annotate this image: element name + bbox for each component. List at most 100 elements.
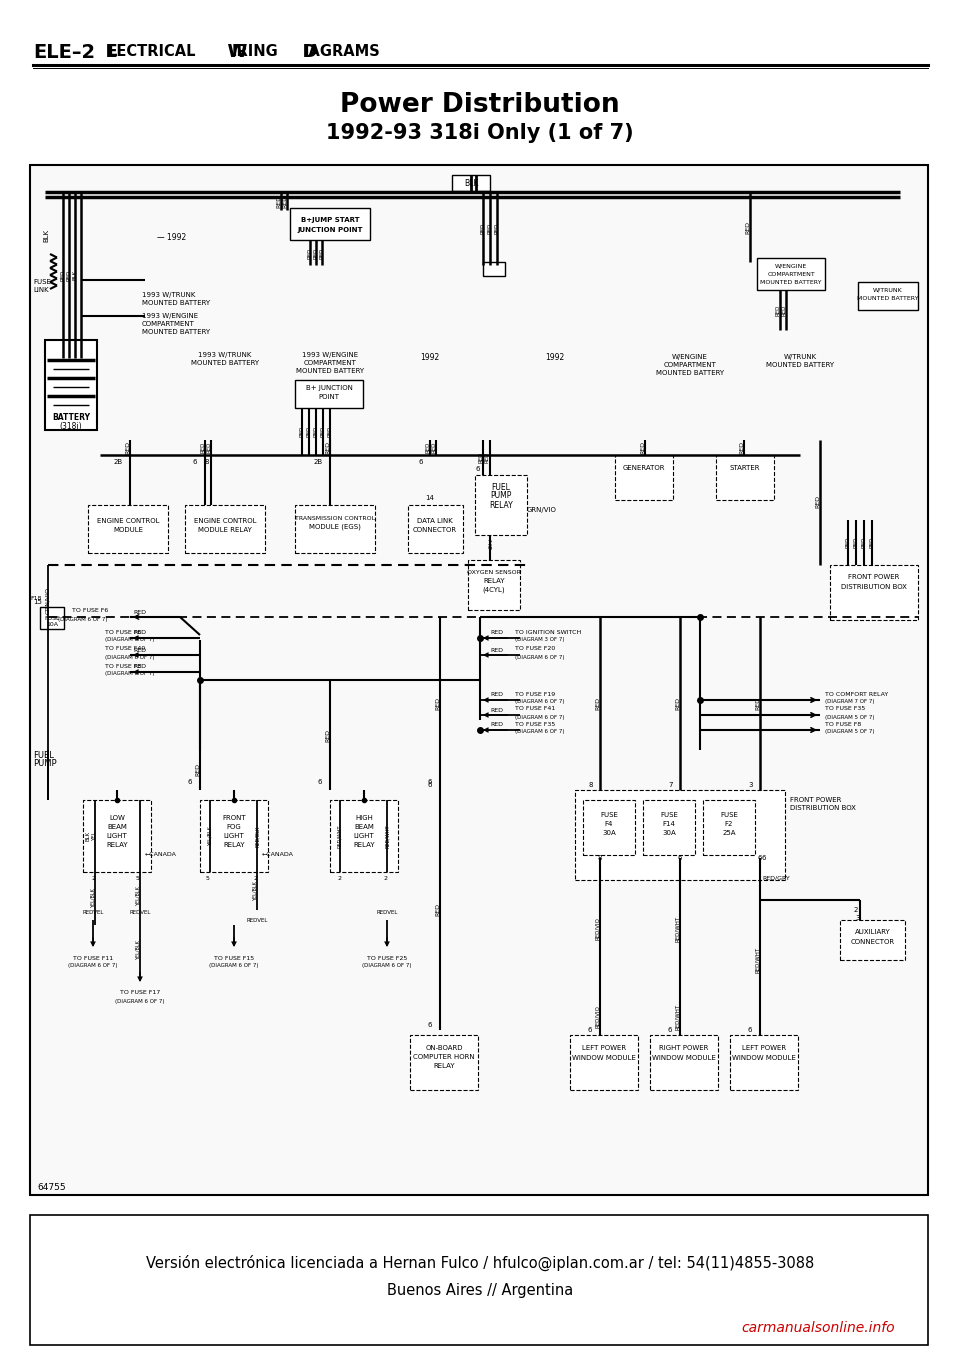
Text: RED/BLK: RED/BLK — [254, 825, 259, 847]
Bar — [703, 801, 755, 855]
Text: RELAY: RELAY — [483, 578, 505, 584]
Text: LECTRICAL: LECTRICAL — [108, 45, 197, 60]
Text: FUSE: FUSE — [44, 616, 60, 620]
Text: (DIAGRAM 7 OF 7): (DIAGRAM 7 OF 7) — [825, 699, 875, 704]
Bar — [716, 455, 774, 499]
Text: RELAY: RELAY — [223, 841, 245, 848]
Text: YEL/BLK: YEL/BLK — [207, 826, 212, 845]
Text: (DIAGRAM 6 OF 7): (DIAGRAM 6 OF 7) — [209, 963, 259, 969]
Text: FOG: FOG — [227, 824, 241, 830]
Text: RELAY: RELAY — [353, 841, 374, 848]
Bar — [583, 801, 635, 855]
Text: GRN/VIO: GRN/VIO — [527, 508, 557, 513]
Text: 2: 2 — [253, 875, 257, 881]
Text: TO FUSE F41: TO FUSE F41 — [515, 707, 555, 711]
Text: TO FUSE F35: TO FUSE F35 — [515, 722, 555, 726]
Text: B+ JUNCTION: B+ JUNCTION — [305, 385, 352, 391]
Text: MOUNTED BATTERY: MOUNTED BATTERY — [142, 300, 210, 305]
Bar — [45, 341, 97, 430]
Text: COMPUTER HORN: COMPUTER HORN — [413, 1054, 475, 1060]
Text: (4CYL): (4CYL) — [483, 586, 505, 593]
Text: RED: RED — [282, 194, 287, 208]
Text: MOUNTED BATTERY: MOUNTED BATTERY — [191, 360, 259, 366]
Text: 6: 6 — [678, 855, 683, 860]
Text: RED: RED — [739, 441, 745, 453]
Text: Versión electrónica licenciada a Hernan Fulco / hfulco@iplan.com.ar / tel: 54(11: Versión electrónica licenciada a Hernan … — [146, 1255, 814, 1272]
Text: MOUNTED BATTERY: MOUNTED BATTERY — [142, 328, 210, 335]
Text: COMPARTMENT: COMPARTMENT — [663, 362, 716, 368]
Text: RED/WHT: RED/WHT — [338, 824, 343, 848]
Text: RED/VIO: RED/VIO — [595, 1006, 601, 1029]
Text: W/TRUNK: W/TRUNK — [783, 354, 817, 360]
Text: MODULE (EGS): MODULE (EGS) — [309, 524, 361, 531]
Text: BEAM: BEAM — [354, 824, 374, 830]
Text: 5: 5 — [206, 875, 210, 881]
Text: RED: RED — [425, 441, 430, 453]
Text: RED: RED — [488, 223, 492, 233]
Text: MOUNTED BATTERY: MOUNTED BATTERY — [296, 368, 364, 375]
Text: TO FUSE F8: TO FUSE F8 — [825, 722, 861, 726]
Text: RED/WHT: RED/WHT — [676, 916, 681, 942]
Text: FUEL: FUEL — [492, 483, 511, 491]
Text: COMPARTMENT: COMPARTMENT — [142, 322, 195, 327]
Bar — [200, 801, 268, 873]
Text: YEL: YEL — [92, 832, 98, 841]
Text: REDVEL: REDVEL — [376, 909, 397, 915]
Text: RED: RED — [133, 647, 147, 653]
Text: RED: RED — [491, 647, 503, 653]
Bar — [452, 175, 490, 191]
Text: 10A: 10A — [46, 623, 58, 627]
Text: IRING: IRING — [232, 45, 278, 60]
Text: TO FUSE F19: TO FUSE F19 — [515, 692, 555, 696]
Text: COMPARTMENT: COMPARTMENT — [303, 360, 356, 366]
Text: (DIAGRAM 6 OF 7): (DIAGRAM 6 OF 7) — [105, 672, 155, 677]
Text: (DIAGRAM 3 OF 7): (DIAGRAM 3 OF 7) — [515, 638, 564, 642]
Text: RED: RED — [676, 696, 681, 710]
Bar — [30, 1215, 928, 1345]
Text: 64755: 64755 — [37, 1183, 65, 1193]
Text: RED: RED — [485, 452, 490, 463]
Text: 25A: 25A — [722, 830, 735, 836]
Text: BLK: BLK — [85, 830, 90, 841]
Text: 30A: 30A — [662, 830, 676, 836]
Text: RELAY: RELAY — [490, 501, 513, 509]
Text: (DIAGRAM 6 OF 7): (DIAGRAM 6 OF 7) — [515, 715, 564, 719]
Text: BATTERY: BATTERY — [52, 414, 90, 422]
Bar — [575, 790, 785, 879]
Text: YEL/BLK: YEL/BLK — [135, 886, 140, 906]
Text: TO FUSE F25: TO FUSE F25 — [367, 955, 407, 961]
Text: LINK: LINK — [33, 286, 49, 293]
Text: 6: 6 — [193, 459, 197, 465]
Text: FUSE: FUSE — [720, 811, 738, 818]
Text: RED: RED — [133, 665, 147, 669]
Text: 8: 8 — [598, 855, 602, 860]
Text: RED: RED — [776, 304, 780, 316]
Text: RED: RED — [853, 536, 858, 548]
Text: RIGHT POWER: RIGHT POWER — [660, 1045, 708, 1052]
Text: RED: RED — [756, 696, 760, 710]
Text: RED: RED — [478, 452, 484, 463]
Text: 5: 5 — [136, 875, 140, 881]
Text: RED: RED — [595, 696, 601, 710]
Bar — [615, 455, 673, 499]
Text: RED: RED — [746, 220, 751, 233]
Bar — [643, 801, 695, 855]
Text: 6: 6 — [427, 779, 432, 784]
Text: RED: RED — [60, 269, 65, 281]
Text: MODULE: MODULE — [113, 527, 143, 533]
Text: 1993 W/ENGINE: 1993 W/ENGINE — [142, 313, 198, 319]
Text: DISTRIBUTION BOX: DISTRIBUTION BOX — [790, 805, 856, 811]
Text: RED: RED — [781, 304, 786, 316]
Text: RED: RED — [133, 609, 146, 615]
Text: MOUNTED BATTERY: MOUNTED BATTERY — [766, 362, 834, 368]
Text: TO FUSE F17: TO FUSE F17 — [120, 991, 160, 996]
Text: COMPARTMENT: COMPARTMENT — [767, 271, 815, 277]
Text: YEL/BLK: YEL/BLK — [252, 881, 257, 901]
Text: TO FUSE F3: TO FUSE F3 — [105, 664, 141, 669]
Text: RED: RED — [300, 425, 304, 437]
Text: RED/WHT: RED/WHT — [756, 947, 760, 973]
Text: TO FUSE F40: TO FUSE F40 — [105, 646, 145, 651]
Text: RED: RED — [206, 441, 211, 453]
Text: ENGINE CONTROL: ENGINE CONTROL — [194, 518, 256, 524]
Bar — [483, 262, 505, 275]
